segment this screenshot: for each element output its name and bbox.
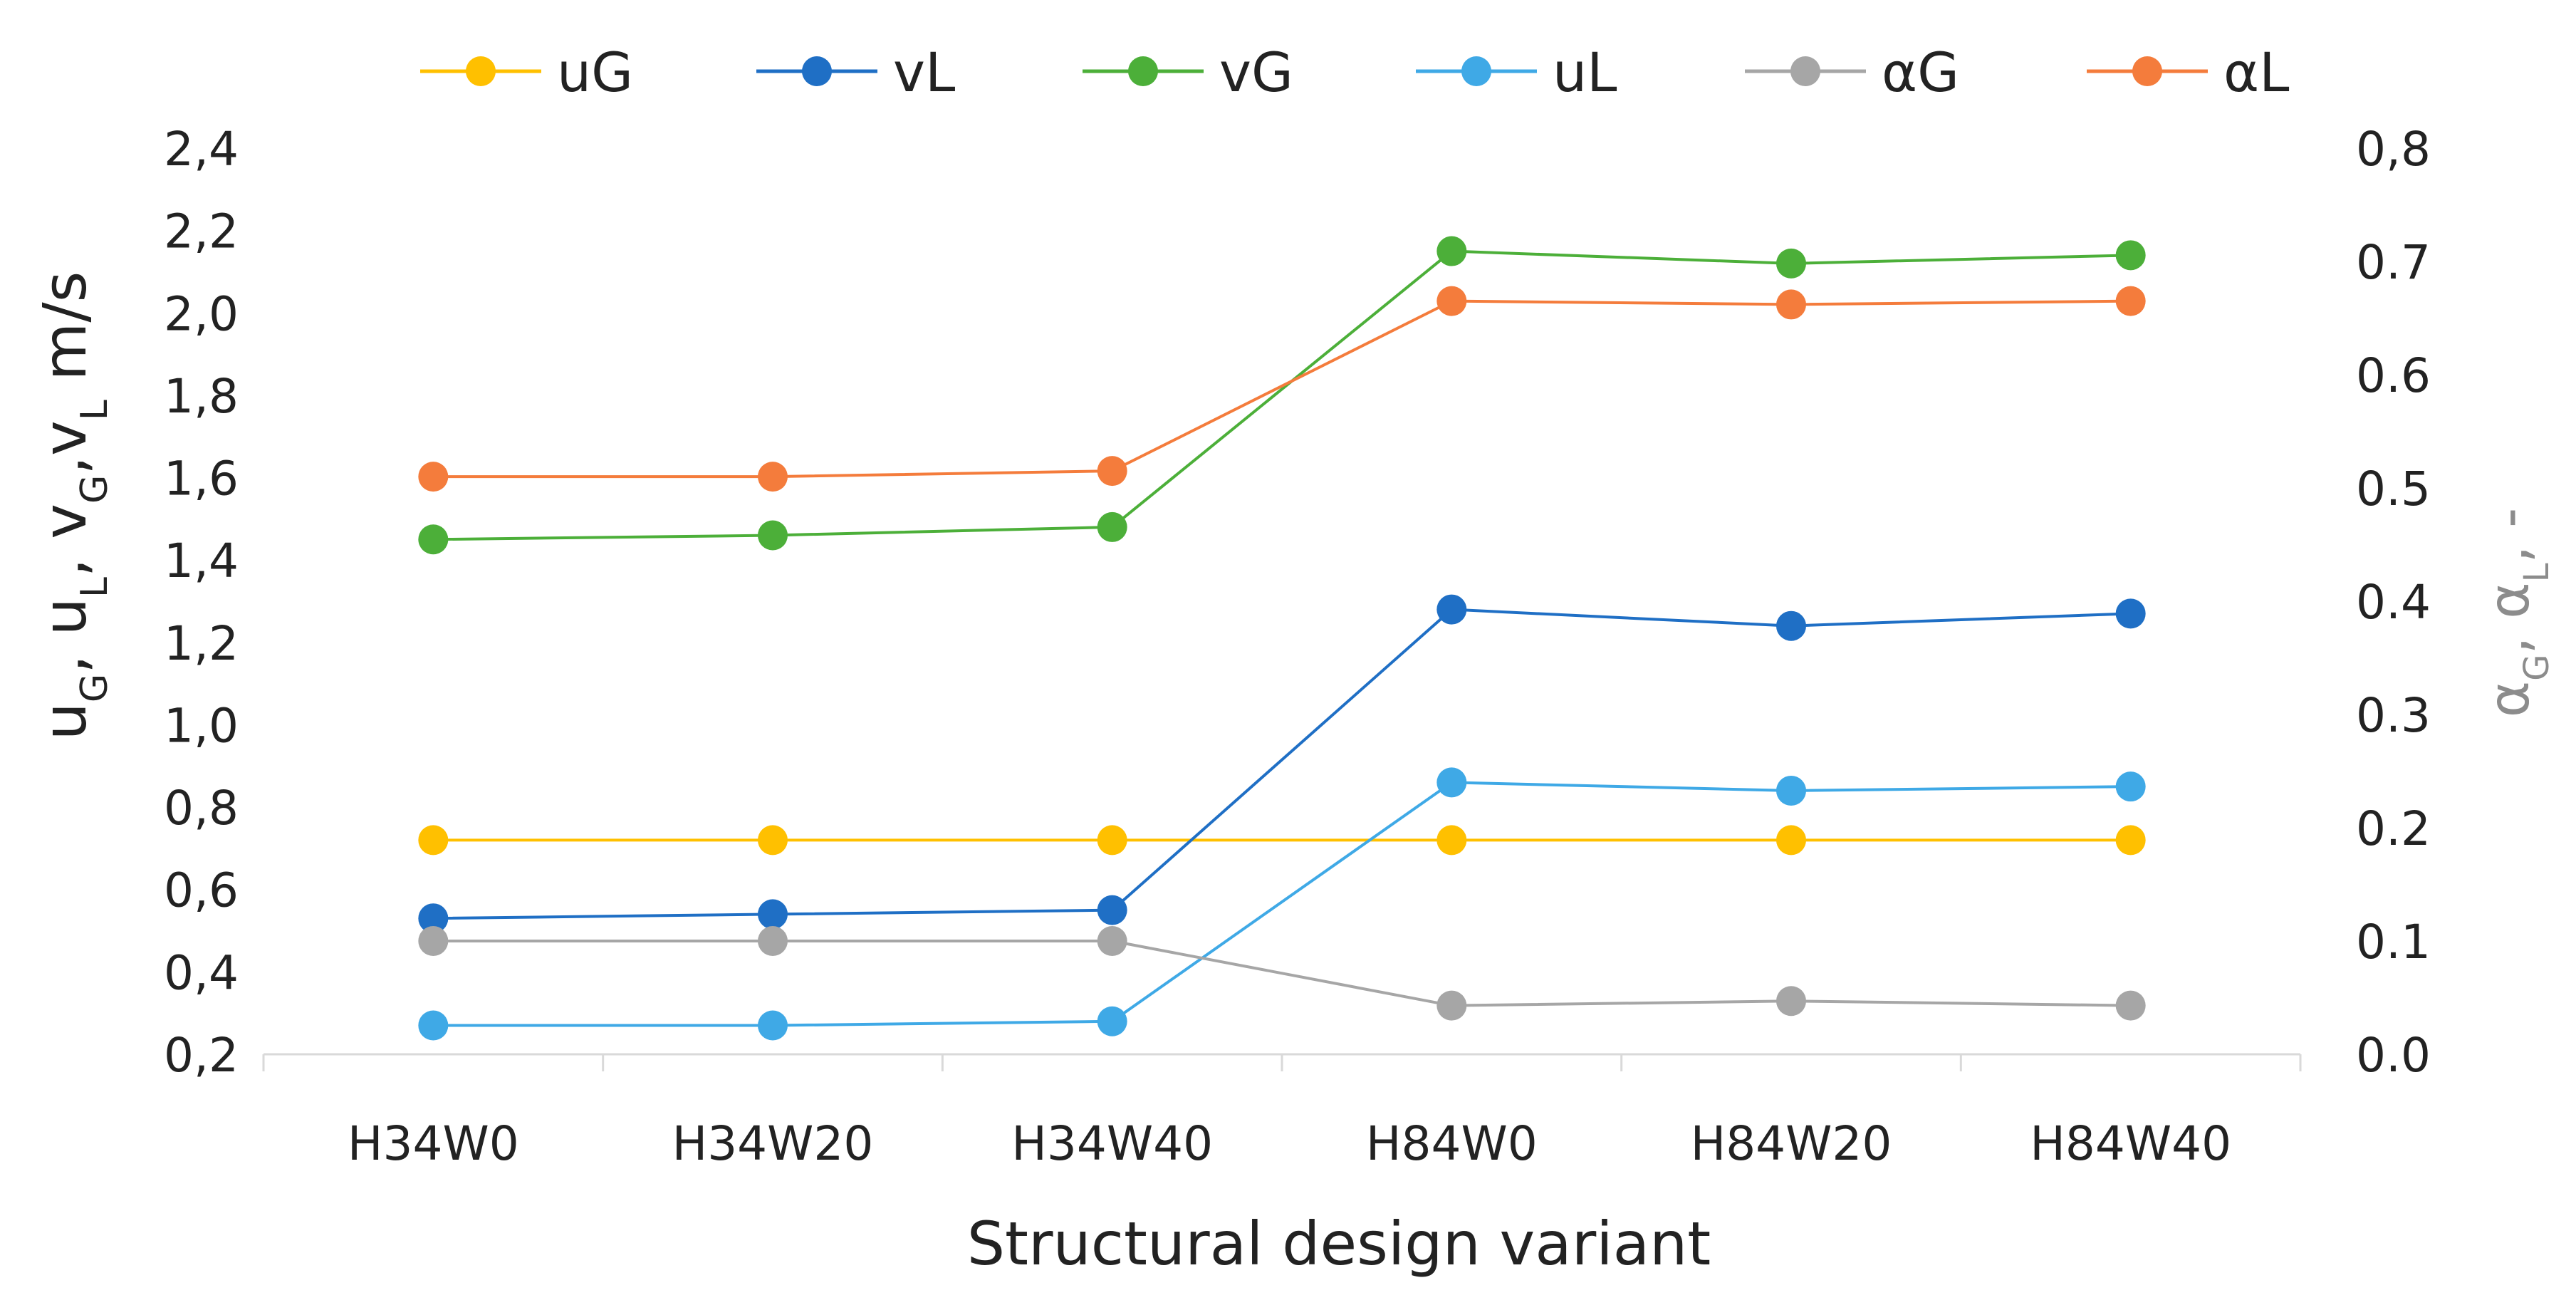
right-y-tick-label: 0.0: [2356, 1028, 2431, 1083]
data-point: [1097, 456, 1127, 487]
series-layer: [418, 236, 2146, 1041]
left-y-tick-label: 0,8: [164, 781, 239, 836]
right-y-tick-label: 0.1: [2356, 915, 2431, 969]
data-point: [418, 1010, 449, 1041]
data-point: [758, 899, 788, 930]
right-y-tick-label: 0.7: [2356, 235, 2431, 290]
series-uL: [418, 767, 2146, 1041]
data-point: [758, 520, 788, 551]
left-y-tick-label: 1,4: [164, 534, 239, 588]
legend-marker: [466, 56, 496, 86]
data-point: [1776, 248, 1806, 279]
data-point: [2115, 771, 2146, 802]
left-y-tick-label: 1,6: [164, 452, 239, 506]
legend-item-uG: uG: [420, 41, 633, 104]
axes: H34W0 H34W20 H34W40 H84W0 H84W20 H84W40 0,2 0,4…: [164, 122, 2431, 1171]
legend-label: vL: [893, 41, 955, 104]
data-point: [1776, 825, 1806, 856]
data-point: [418, 524, 449, 555]
data-point: [1436, 990, 1467, 1021]
series-vG: [418, 236, 2146, 555]
left-y-tick-label: 0,4: [164, 945, 239, 1000]
data-point: [1097, 895, 1127, 925]
data-point: [418, 825, 449, 856]
legend-item-vG: vG: [1083, 41, 1293, 104]
right-y-tick-label: 0.3: [2356, 688, 2431, 743]
data-point: [1436, 594, 1467, 625]
data-point: [1097, 1006, 1127, 1036]
legend-marker: [1128, 56, 1158, 86]
data-point: [1436, 236, 1467, 266]
legend: uG vL vG uL αG αL: [420, 41, 2289, 104]
legend-marker: [1461, 56, 1491, 86]
x-tick-label: H84W20: [1691, 1116, 1892, 1171]
data-point: [1436, 767, 1467, 798]
x-axis-title: Structural design variant: [967, 1209, 1711, 1279]
data-point: [2115, 286, 2146, 316]
series-αG: [418, 926, 2146, 1021]
x-tick-label: H34W0: [348, 1116, 519, 1171]
right-y-tick-label: 0,8: [2356, 122, 2431, 177]
x-tick-label: H84W0: [1366, 1116, 1538, 1171]
left-y-tick-label: 2,2: [164, 204, 239, 259]
series-line: [433, 249, 2131, 541]
data-point: [1436, 286, 1467, 316]
series-line: [433, 940, 2131, 1007]
data-point: [2115, 825, 2146, 856]
series-uG: [418, 825, 2146, 856]
data-point: [1776, 775, 1806, 806]
legend-label: αG: [1882, 41, 1959, 104]
legend-item-vL: vL: [756, 41, 955, 104]
series-line: [433, 781, 2131, 1027]
legend-label: vG: [1219, 41, 1293, 104]
data-point: [1436, 825, 1467, 856]
right-y-tick-label: 0.5: [2356, 462, 2431, 516]
data-point: [1776, 986, 1806, 1017]
legend-item-αG: αG: [1745, 41, 1959, 104]
x-tick-label: H34W20: [672, 1116, 874, 1171]
left-y-tick-label: 2,4: [164, 122, 239, 177]
legend-label: uL: [1553, 41, 1617, 104]
legend-item-uL: uL: [1416, 41, 1617, 104]
series-line: [433, 299, 2131, 479]
legend-marker: [1790, 56, 1820, 86]
data-point: [758, 825, 788, 856]
data-point: [758, 926, 788, 956]
left-y-axis-title: uG, uL, vG,vL m/s: [30, 271, 116, 741]
x-tick-label: H84W40: [2030, 1116, 2231, 1171]
legend-item-αL: αL: [2087, 41, 2289, 104]
left-y-tick-label: 1,2: [164, 616, 239, 671]
data-point: [1097, 926, 1127, 956]
right-y-axis-title: αG, αL, -: [2478, 508, 2557, 718]
legend-label: uG: [557, 41, 633, 104]
left-y-tick-label: 1,8: [164, 369, 239, 424]
right-y-tick-label: 0.6: [2356, 348, 2431, 403]
right-y-tick-label: 0.2: [2356, 801, 2431, 856]
data-point: [2115, 598, 2146, 629]
data-point: [1097, 511, 1127, 542]
legend-marker: [802, 56, 832, 86]
data-point: [1776, 289, 1806, 320]
series-αL: [418, 286, 2146, 492]
data-point: [758, 462, 788, 492]
right-y-tick-label: 0.4: [2356, 575, 2431, 630]
data-point: [418, 903, 449, 934]
data-point: [1097, 825, 1127, 856]
series-line: [433, 608, 2131, 920]
legend-marker: [2132, 56, 2162, 86]
left-y-tick-label: 0,2: [164, 1028, 239, 1083]
x-tick-label: H34W40: [1011, 1116, 1213, 1171]
data-point: [2115, 240, 2146, 271]
data-point: [418, 462, 449, 492]
left-y-tick-label: 2,0: [164, 286, 239, 341]
legend-label: αL: [2223, 41, 2289, 104]
data-point: [2115, 990, 2146, 1021]
data-point: [758, 1010, 788, 1041]
series-vL: [418, 594, 2146, 934]
left-y-tick-label: 1,0: [164, 698, 239, 753]
data-point: [1776, 610, 1806, 641]
left-y-tick-label: 0,6: [164, 863, 239, 918]
data-point: [418, 926, 449, 956]
